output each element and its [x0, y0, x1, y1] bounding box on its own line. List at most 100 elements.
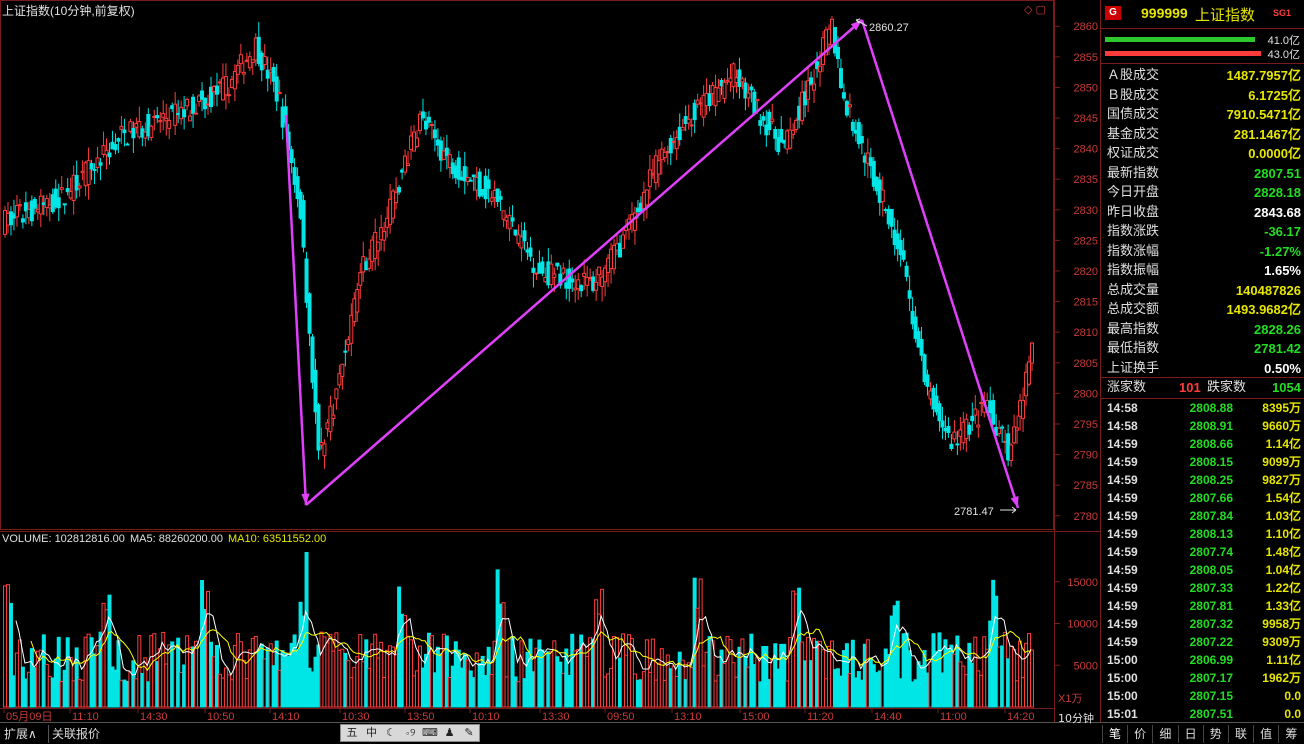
- tick-row: 14:59 2807.66 1.54亿: [1101, 489, 1304, 507]
- tool-icon[interactable]: ⌨: [422, 727, 438, 739]
- candle-body: [1030, 342, 1035, 364]
- quote-value: 0.0000亿: [1248, 146, 1301, 161]
- volume-value: VOLUME: 102812816.00: [2, 533, 125, 545]
- quote-value: 2843.68: [1254, 204, 1301, 220]
- price-tick-label: 2825: [1074, 235, 1098, 247]
- quote-label: 指数振幅: [1107, 263, 1160, 278]
- quote-row: Ｂ股成交 6.1725亿: [1101, 87, 1304, 105]
- quote-label: Ｂ股成交: [1107, 87, 1160, 103]
- candle-body: [979, 401, 984, 405]
- tick-time: 15:00: [1107, 689, 1138, 703]
- quote-label: 指数涨跌: [1107, 224, 1160, 239]
- candle-body: [226, 94, 231, 97]
- candle-body: [14, 205, 19, 218]
- quote-value: 140487826: [1235, 282, 1301, 298]
- up-volume-bar: [1105, 37, 1255, 42]
- candle-body: [612, 244, 617, 270]
- time-tick-label: 15:00: [742, 711, 770, 722]
- side-tab[interactable]: 筹: [1278, 725, 1303, 743]
- price-tick-label: 2800: [1074, 388, 1098, 400]
- volume-bar: [907, 650, 912, 708]
- quote-value: 0.50%: [1264, 360, 1301, 376]
- candle-body: [976, 424, 981, 428]
- volume-bar: [659, 648, 664, 708]
- candle-body: [477, 171, 482, 197]
- tool-icon[interactable]: ∘୨: [405, 727, 416, 739]
- price-tick-label: 2860: [1074, 21, 1098, 33]
- side-tab[interactable]: 势: [1202, 725, 1228, 743]
- tick-volume: 1.11亿: [1266, 653, 1301, 667]
- candle-body: [695, 99, 700, 105]
- price-tick-label: 2830: [1074, 205, 1098, 217]
- candle-body: [838, 68, 843, 89]
- tick-time: 14:59: [1107, 545, 1138, 559]
- tool-icon[interactable]: ✎: [464, 727, 474, 739]
- tick-time: 15:00: [1107, 671, 1138, 685]
- tool-icon[interactable]: 中: [366, 727, 377, 739]
- candle-body: [552, 273, 557, 278]
- candle-body: [689, 124, 694, 127]
- kline-chart[interactable]: 2860 2855 2850 2845 2840 2835 2830 2825 2820 2815…: [0, 0, 1100, 722]
- related-quote-tab[interactable]: 关联报价: [48, 725, 100, 743]
- tick-row: 14:58 2808.88 8395万: [1101, 399, 1304, 417]
- tick-time: 15:01: [1107, 707, 1138, 721]
- candle-body: [603, 267, 608, 283]
- candle-body: [579, 285, 584, 292]
- quote-label: 昨日收盘: [1107, 204, 1160, 220]
- candle-body: [880, 189, 885, 203]
- time-tick-label: 11:00: [940, 711, 967, 722]
- tool-icon[interactable]: 五: [346, 727, 358, 739]
- candle-body: [501, 210, 506, 220]
- time-tick-label: 14:10: [272, 711, 300, 722]
- candle-body: [200, 90, 205, 100]
- candle-body: [495, 188, 500, 203]
- side-tab[interactable]: 值: [1253, 725, 1278, 743]
- candle-body: [417, 113, 422, 132]
- candle-body: [856, 122, 861, 145]
- candle-body: [749, 86, 754, 91]
- ma5-line: [15, 609, 1032, 677]
- tick-time: 14:59: [1107, 527, 1138, 541]
- tick-price: 2807.81: [1189, 599, 1233, 613]
- candle-body: [850, 121, 855, 131]
- quote-row: 国债成交 7910.5471亿: [1101, 106, 1304, 124]
- candle-body: [107, 152, 112, 158]
- tick-volume: 8395万: [1262, 401, 1301, 415]
- side-tab[interactable]: 日: [1177, 725, 1203, 743]
- tick-price: 2808.25: [1189, 473, 1233, 487]
- tick-volume: 0.0: [1284, 689, 1301, 703]
- up-count-value: 101: [1179, 380, 1201, 395]
- price-tick-label: 2835: [1074, 174, 1098, 186]
- side-tab[interactable]: 联: [1228, 725, 1253, 743]
- candle-body: [806, 80, 811, 100]
- side-tab[interactable]: 价: [1127, 725, 1152, 743]
- tick-row: 14:59 2808.66 1.14亿: [1101, 435, 1304, 453]
- candle-body: [952, 431, 957, 440]
- candle-body: [901, 250, 906, 260]
- candle-body: [89, 163, 94, 170]
- candle-body: [967, 424, 972, 435]
- tool-icon[interactable]: ♟: [444, 727, 455, 739]
- volume-bar: [107, 594, 112, 708]
- tool-icon[interactable]: ☾: [386, 727, 396, 739]
- candle-body: [522, 230, 527, 242]
- chart-options-icons[interactable]: ◇ ▢: [1024, 4, 1046, 16]
- up-volume-text: 41.0亿: [1267, 35, 1300, 47]
- tick-time: 14:59: [1107, 455, 1138, 469]
- candle-body: [301, 200, 306, 248]
- period-label[interactable]: 10分钟: [1058, 712, 1094, 725]
- quote-value: 281.1467亿: [1233, 126, 1301, 142]
- trend-arrow: [284, 114, 308, 506]
- quote-row: 今日开盘 2828.18: [1101, 184, 1304, 202]
- side-tab[interactable]: 笔: [1102, 725, 1127, 743]
- volume-info: VOLUME: 102812816.00 MA5: 88260200.00 MA…: [2, 533, 328, 545]
- candle-body: [397, 187, 402, 193]
- candle-body: [465, 176, 470, 182]
- quote-row: 最低指数 2781.42: [1101, 340, 1304, 358]
- expand-tab[interactable]: 扩展∧: [4, 727, 37, 741]
- side-tab[interactable]: 细: [1152, 725, 1177, 743]
- quote-label: 上证换手: [1107, 360, 1160, 376]
- tick-volume: 1.22亿: [1265, 581, 1301, 595]
- candle-body: [904, 265, 909, 277]
- time-tick-label: 11:20: [807, 711, 834, 722]
